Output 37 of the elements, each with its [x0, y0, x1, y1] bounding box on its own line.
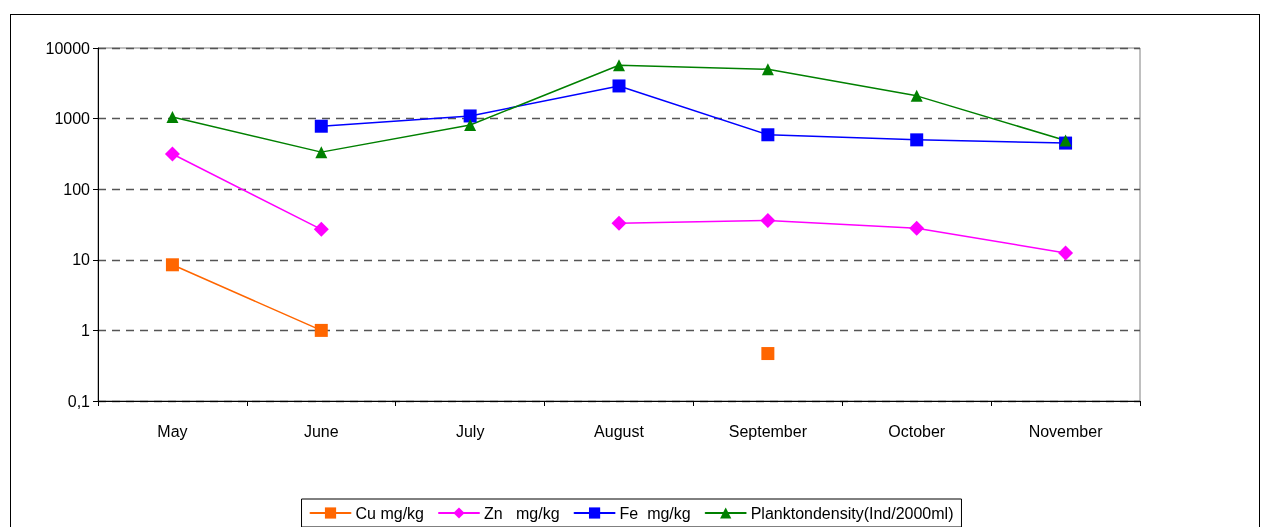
point	[611, 215, 627, 231]
point	[464, 119, 477, 132]
point	[165, 258, 179, 272]
y-tick-label: 0,1	[67, 392, 91, 410]
x-tick-label: August	[594, 422, 645, 440]
x-tick-label: September	[728, 422, 808, 440]
point	[910, 89, 923, 102]
y-tick-label: 1	[81, 321, 91, 339]
point	[613, 59, 625, 72]
point	[314, 119, 328, 133]
point	[909, 220, 925, 236]
x-tick-label: November	[1028, 422, 1104, 440]
y-tick-label: 10000	[45, 39, 91, 57]
y-tick-label: 1000	[54, 110, 91, 128]
legend-label: Cu mg/kg	[355, 504, 424, 522]
legend-label: Planktondensity(Ind/2000ml)	[750, 504, 954, 522]
point	[463, 109, 477, 123]
point	[1058, 245, 1074, 261]
point	[314, 323, 328, 337]
legend-label: Zn mg/kg	[483, 504, 560, 522]
point	[761, 63, 774, 76]
y-tick-label: 10	[72, 251, 91, 269]
point	[315, 146, 328, 159]
point	[164, 146, 180, 162]
point	[313, 221, 329, 237]
legend-label: Fe mg/kg	[619, 504, 691, 522]
point	[760, 213, 776, 229]
x-tick-label: October	[888, 422, 946, 440]
point	[166, 111, 179, 124]
point	[761, 128, 775, 142]
point	[761, 347, 775, 361]
y-tick-label: 100	[63, 180, 91, 198]
x-tick-label: June	[303, 422, 339, 440]
point	[910, 133, 924, 147]
x-tick-label: May	[157, 422, 188, 440]
x-tick-label: July	[455, 422, 485, 440]
point	[612, 79, 626, 93]
